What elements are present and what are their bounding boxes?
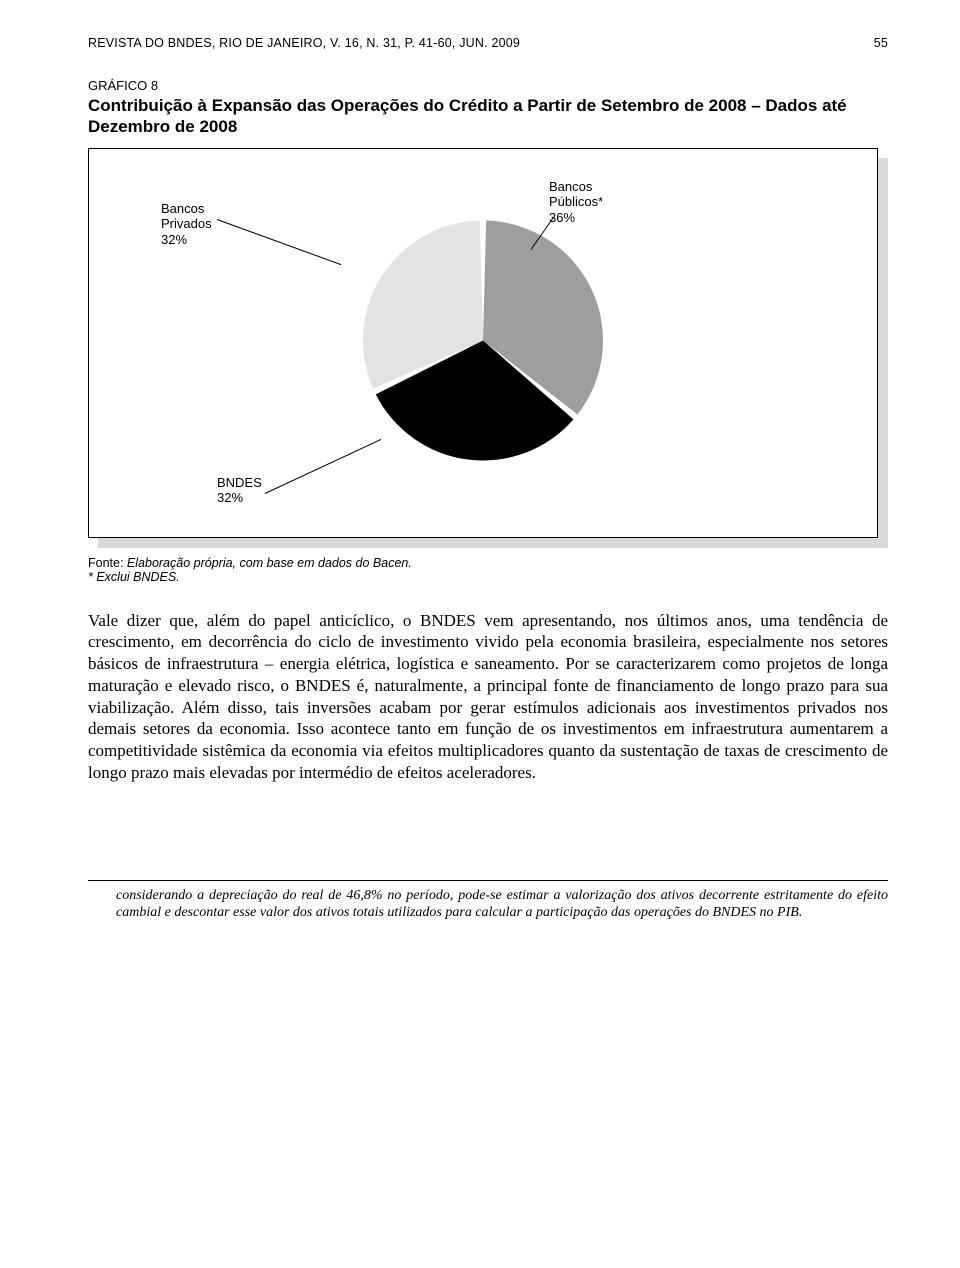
chart-box: Bancos Privados 32% Bancos Públicos* 36%…: [88, 148, 878, 538]
label-bndes: BNDES 32%: [217, 475, 262, 506]
source-text: Elaboração própria, com base em dados do…: [127, 556, 412, 570]
body-paragraph: Vale dizer que, além do papel anticíclic…: [88, 610, 888, 784]
label-privados-line1: Bancos: [161, 201, 212, 217]
footnote-rule: [88, 880, 888, 881]
leader-bndes: [265, 438, 381, 493]
figure-title: Contribuição à Expansão das Operações do…: [88, 95, 888, 138]
figure-label: GRÁFICO 8: [88, 78, 888, 93]
footnote-text: considerando a depreciação do real de 46…: [88, 887, 888, 922]
label-publicos: Bancos Públicos* 36%: [549, 179, 603, 226]
header-left: REVISTA DO BNDES, RIO DE JANEIRO, V. 16,…: [88, 36, 520, 50]
label-bndes-line1: BNDES: [217, 475, 262, 491]
figure-source: Fonte: Elaboração própria, com base em d…: [88, 556, 888, 570]
label-privados-line3: 32%: [161, 232, 212, 248]
label-publicos-line1: Bancos: [549, 179, 603, 195]
label-privados: Bancos Privados 32%: [161, 201, 212, 248]
pie-chart-frame: Bancos Privados 32% Bancos Públicos* 36%…: [88, 148, 888, 548]
leader-privados: [217, 219, 341, 265]
page-number: 55: [874, 36, 888, 50]
figure-note: * Exclui BNDES.: [88, 570, 888, 584]
label-privados-line2: Privados: [161, 216, 212, 232]
running-header: REVISTA DO BNDES, RIO DE JANEIRO, V. 16,…: [88, 36, 888, 50]
label-publicos-line2: Públicos*: [549, 194, 603, 210]
pie-chart: [363, 220, 603, 465]
label-publicos-line3: 36%: [549, 210, 603, 226]
source-prefix: Fonte:: [88, 556, 127, 570]
label-bndes-line2: 32%: [217, 490, 262, 506]
